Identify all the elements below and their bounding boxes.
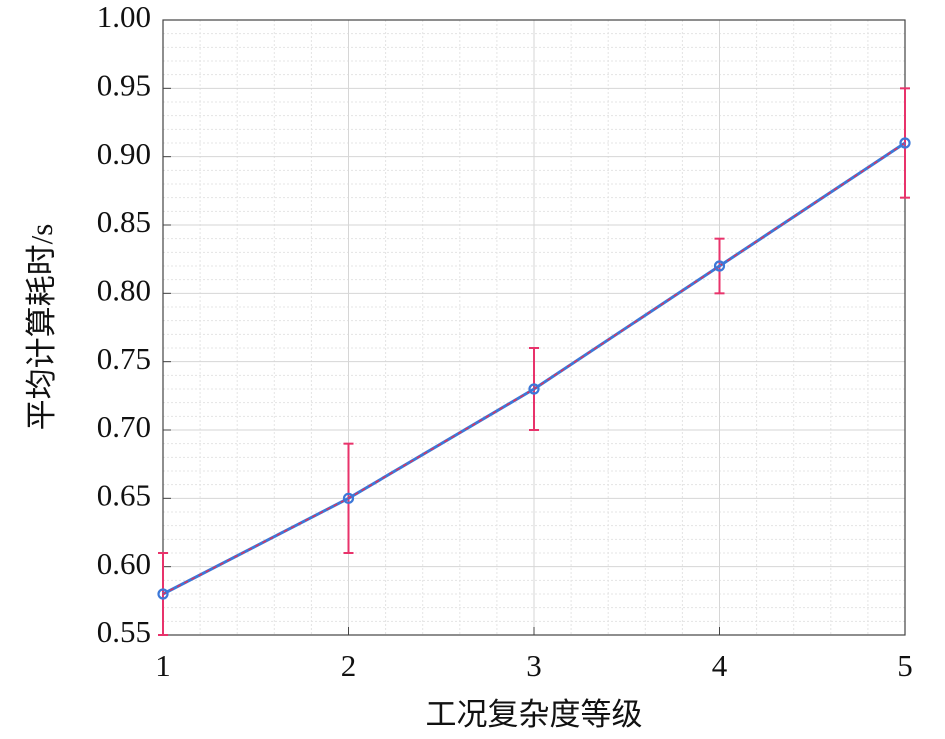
x-tick-label: 4 xyxy=(712,648,728,683)
y-tick-label: 0.65 xyxy=(97,477,151,512)
x-axis-label: 工况复杂度等级 xyxy=(426,697,643,732)
y-tick-label: 1.00 xyxy=(97,0,151,34)
y-tick-label: 0.90 xyxy=(97,136,151,171)
y-tick-label: 0.70 xyxy=(97,409,151,444)
y-tick-label: 0.85 xyxy=(97,204,151,239)
marker xyxy=(713,260,726,272)
plot-frame xyxy=(162,19,906,636)
x-tick-label: 3 xyxy=(526,648,542,683)
y-tick-label: 0.80 xyxy=(97,272,151,307)
marker xyxy=(157,588,169,600)
line-dash xyxy=(162,142,906,595)
x-tick-label: 2 xyxy=(341,648,357,683)
x-tick-label: 5 xyxy=(897,648,913,683)
marker xyxy=(528,383,540,395)
marker xyxy=(899,137,911,149)
marker xyxy=(342,492,355,504)
y-tick-label: 0.60 xyxy=(97,546,151,581)
y-tick-label: 0.75 xyxy=(97,341,151,376)
x-tick-label: 1 xyxy=(155,648,171,683)
y-axis-label: 平均计算耗时/s xyxy=(24,224,59,431)
y-tick-label: 0.95 xyxy=(97,67,151,102)
y-tick-label: 0.55 xyxy=(97,614,151,649)
